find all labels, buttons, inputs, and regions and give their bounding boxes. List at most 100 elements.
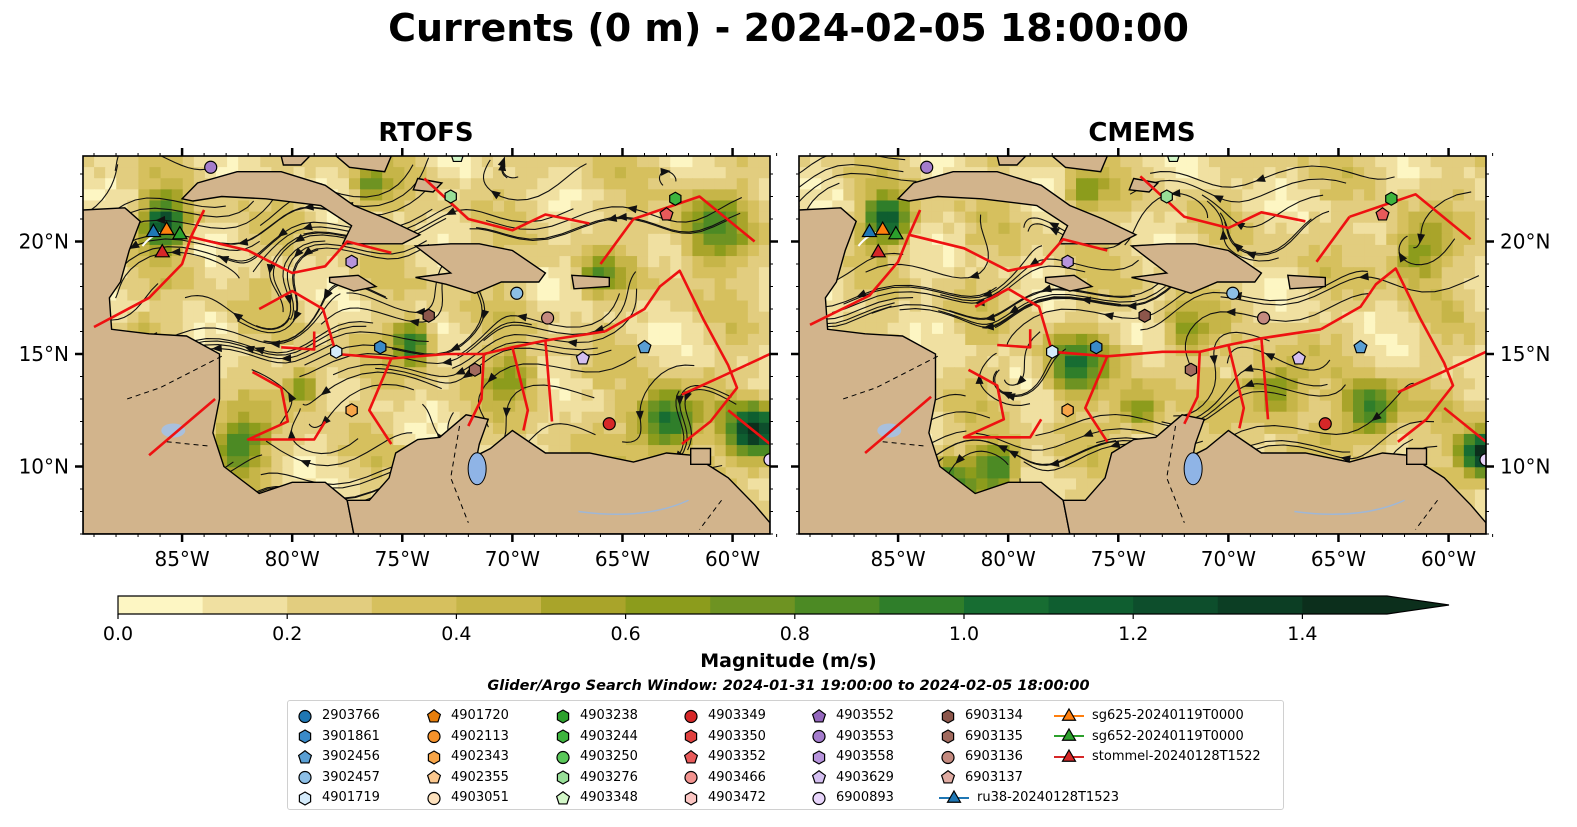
streamline-arrow — [1103, 312, 1114, 321]
legend-triangle-icon — [1054, 727, 1084, 741]
streamline-arrow — [287, 429, 296, 440]
legend-label: 6900893 — [836, 790, 894, 805]
glider-ru38-20240128T1523 — [861, 223, 878, 238]
float-4903553 — [204, 160, 218, 174]
float-4903244 — [669, 191, 682, 206]
streamline-arrow — [791, 535, 804, 547]
legend-item-4903250: 4903250 — [554, 746, 638, 767]
legend-circle-icon — [684, 709, 698, 723]
legend-circle-icon — [298, 709, 312, 723]
legend-label: stommel-20240128T1522 — [1092, 749, 1261, 764]
legend-item-stommel-20240128T1522: stommel-20240128T1522 — [1054, 746, 1261, 767]
legend-label: 4903051 — [451, 790, 509, 805]
panel-title-cmems: CMEMS — [1088, 118, 1196, 148]
streamline-arrow — [773, 431, 786, 443]
eez-boundaries — [809, 175, 1486, 454]
streamline-arrow — [782, 306, 794, 317]
colorbar-tick-label: 0.2 — [272, 623, 302, 645]
streamline-arrow — [498, 160, 507, 172]
float-4901719 — [1046, 344, 1059, 359]
streamline-arrow — [502, 407, 511, 418]
legend-hexagon-icon — [684, 729, 698, 744]
streamline-arrow — [779, 399, 792, 411]
streamline-arrow — [155, 215, 166, 224]
streamline-arrow — [1082, 429, 1094, 437]
streamline-arrow — [1209, 354, 1218, 366]
legend-hexagon-icon — [812, 749, 826, 765]
colorbar-segment — [1048, 596, 1134, 614]
legend-label: 3902456 — [322, 749, 380, 764]
legend-triangle-icon — [1054, 707, 1084, 721]
streamline-arrow — [323, 288, 332, 300]
lon-tick-label: 60°W — [705, 547, 760, 571]
streamline-arrow — [790, 548, 802, 559]
glider-sg652-20240119T0000 — [887, 225, 904, 240]
colorbar-label: Magnitude (m/s) — [700, 650, 877, 672]
legend-hexagon-icon — [556, 729, 570, 744]
streamline-arrow — [445, 207, 457, 215]
lon-tick-label: 75°W — [375, 547, 430, 571]
figure-title: Currents (0 m) - 2024-02-05 18:00:00 — [388, 6, 1189, 50]
streamline-arrow — [778, 303, 790, 314]
legend-pentagon-icon — [426, 770, 442, 784]
float-6903134 — [422, 308, 435, 323]
legend-item-4901720: 4901720 — [425, 705, 509, 726]
streamline-arrow — [1219, 229, 1228, 240]
legend-item-4903349: 4903349 — [682, 705, 766, 726]
streamline-arrow — [449, 342, 461, 351]
legend-item-4903051: 4903051 — [425, 787, 509, 808]
streamline-arrow — [682, 438, 693, 447]
colorbar-segment — [1133, 596, 1219, 614]
lake-maracaibo — [467, 452, 487, 486]
colorbar-segment — [1302, 596, 1388, 614]
legend-item-4902113: 4902113 — [425, 726, 509, 747]
float-6903136 — [541, 311, 555, 325]
map-panel-cmems: 85°W 80°W 75°W 70°W 65°W 60°W 20°N 15°N 10°N — [682, 148, 1550, 571]
lon-tick-label: 65°W — [595, 547, 650, 571]
streamline-arrow — [302, 246, 314, 257]
lake-maracaibo — [1183, 452, 1203, 486]
float-markers — [204, 156, 770, 467]
streamline-arrow — [454, 366, 466, 375]
river — [1294, 499, 1405, 515]
streamline-arrow — [441, 357, 452, 366]
streamline-arrow — [320, 386, 332, 396]
legend-triangle-icon — [939, 789, 969, 803]
streamline-arrow — [1109, 440, 1121, 449]
legend-circle-icon — [812, 729, 826, 744]
streamline-arrow — [516, 313, 528, 322]
streamline-arrow — [277, 227, 288, 238]
streamline-arrow — [254, 347, 265, 355]
streamline-arrow — [462, 369, 473, 379]
streamline-arrow — [294, 233, 306, 243]
colorbar-segment — [625, 596, 711, 614]
streamline-arrow — [244, 345, 255, 354]
streamline-arrow — [606, 214, 618, 222]
legend-item-3902457: 3902457 — [296, 767, 380, 788]
float-4902343 — [1061, 403, 1074, 418]
lat-tick-label: 10°N — [19, 455, 69, 479]
float-3901861 — [1090, 340, 1103, 355]
legend-label: 3902457 — [322, 769, 380, 785]
streamline-arrow — [983, 322, 995, 331]
legend-item-4903348: 4903348 — [554, 787, 638, 808]
colorbar-segment — [541, 596, 627, 614]
colorbar: 0.0 0.2 0.4 0.6 0.8 1.0 1.2 1.4 — [103, 595, 1450, 645]
float-4903349 — [1318, 417, 1332, 431]
legend-circle-icon — [427, 791, 441, 805]
streamline-arrow — [281, 354, 292, 363]
colorbar-segment — [879, 596, 965, 614]
legend-label: 4902343 — [451, 749, 509, 764]
float-4903629 — [1291, 351, 1306, 365]
legend-item-2903766: 2903766 — [296, 705, 380, 726]
legend-label: 4903350 — [708, 728, 766, 744]
legend-circle-icon — [941, 750, 955, 764]
streamline-arrow — [1417, 233, 1426, 244]
legend-label: 3901861 — [322, 728, 380, 744]
glider-ru38-20240128T1523 — [145, 223, 162, 238]
streamline-arrow — [1371, 411, 1382, 422]
float-6903134 — [1138, 308, 1151, 323]
legend-item-4903276: 4903276 — [554, 767, 638, 788]
legend-label: 4903558 — [836, 749, 894, 764]
streamline-arrow — [490, 190, 501, 200]
